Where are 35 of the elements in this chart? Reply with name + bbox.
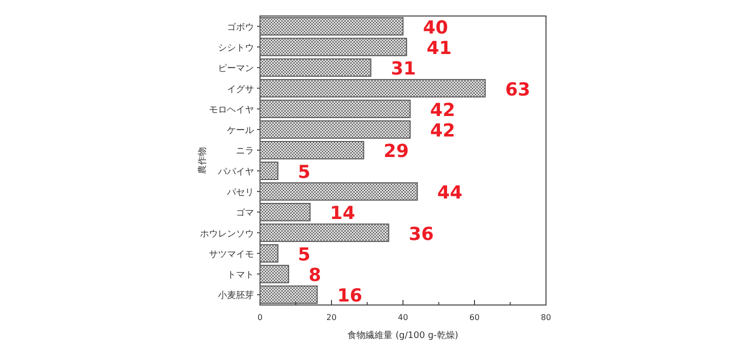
x-tick-label: 40 (398, 313, 408, 322)
data-label: 29 (384, 141, 409, 162)
data-label: 36 (408, 224, 434, 245)
y-tick-label: パパイヤ (217, 167, 254, 178)
data-label: 42 (430, 100, 456, 121)
x-tick-label: 80 (540, 313, 552, 322)
y-tick-label: ピーマン (218, 63, 254, 74)
x-axis-title: 食物繊維量 (g/100 g-乾燥) (348, 330, 458, 341)
y-tick-label: シシトウ (218, 43, 254, 54)
y-tick-label: ケール (227, 126, 254, 136)
y-tick-label: ホウレンソウ (200, 229, 254, 240)
data-label: 44 (437, 182, 462, 204)
y-tick-label: ゴマ (236, 208, 254, 219)
y-tick-label: ニラ (236, 146, 254, 157)
data-label: 5 (298, 162, 310, 183)
data-label: 31 (390, 58, 416, 80)
x-tick-label: 0 (257, 313, 263, 322)
y-tick-label: 小麦胚芽 (218, 290, 254, 302)
y-tick-label: トマト (227, 270, 254, 281)
y-tick-label: ゴボウ (227, 22, 254, 33)
data-label: 40 (423, 17, 448, 38)
data-label: 14 (330, 203, 356, 224)
x-tick-label: 20 (326, 313, 337, 322)
y-tick-label: イグサ (227, 84, 254, 95)
y-tick-label: サツマイモ (209, 250, 254, 260)
y-tick-label: モロヘイヤ (209, 105, 254, 116)
y-tick-label: パセリ (226, 188, 254, 198)
y-axis-title: 農作物 (197, 147, 208, 174)
data-label: 8 (308, 265, 322, 286)
x-tick-label: 60 (469, 313, 480, 322)
data-label: 16 (337, 286, 362, 307)
data-label: 41 (426, 38, 452, 59)
data-label: 42 (430, 120, 456, 142)
data-label: 5 (298, 244, 310, 266)
data-label: 63 (505, 79, 530, 100)
